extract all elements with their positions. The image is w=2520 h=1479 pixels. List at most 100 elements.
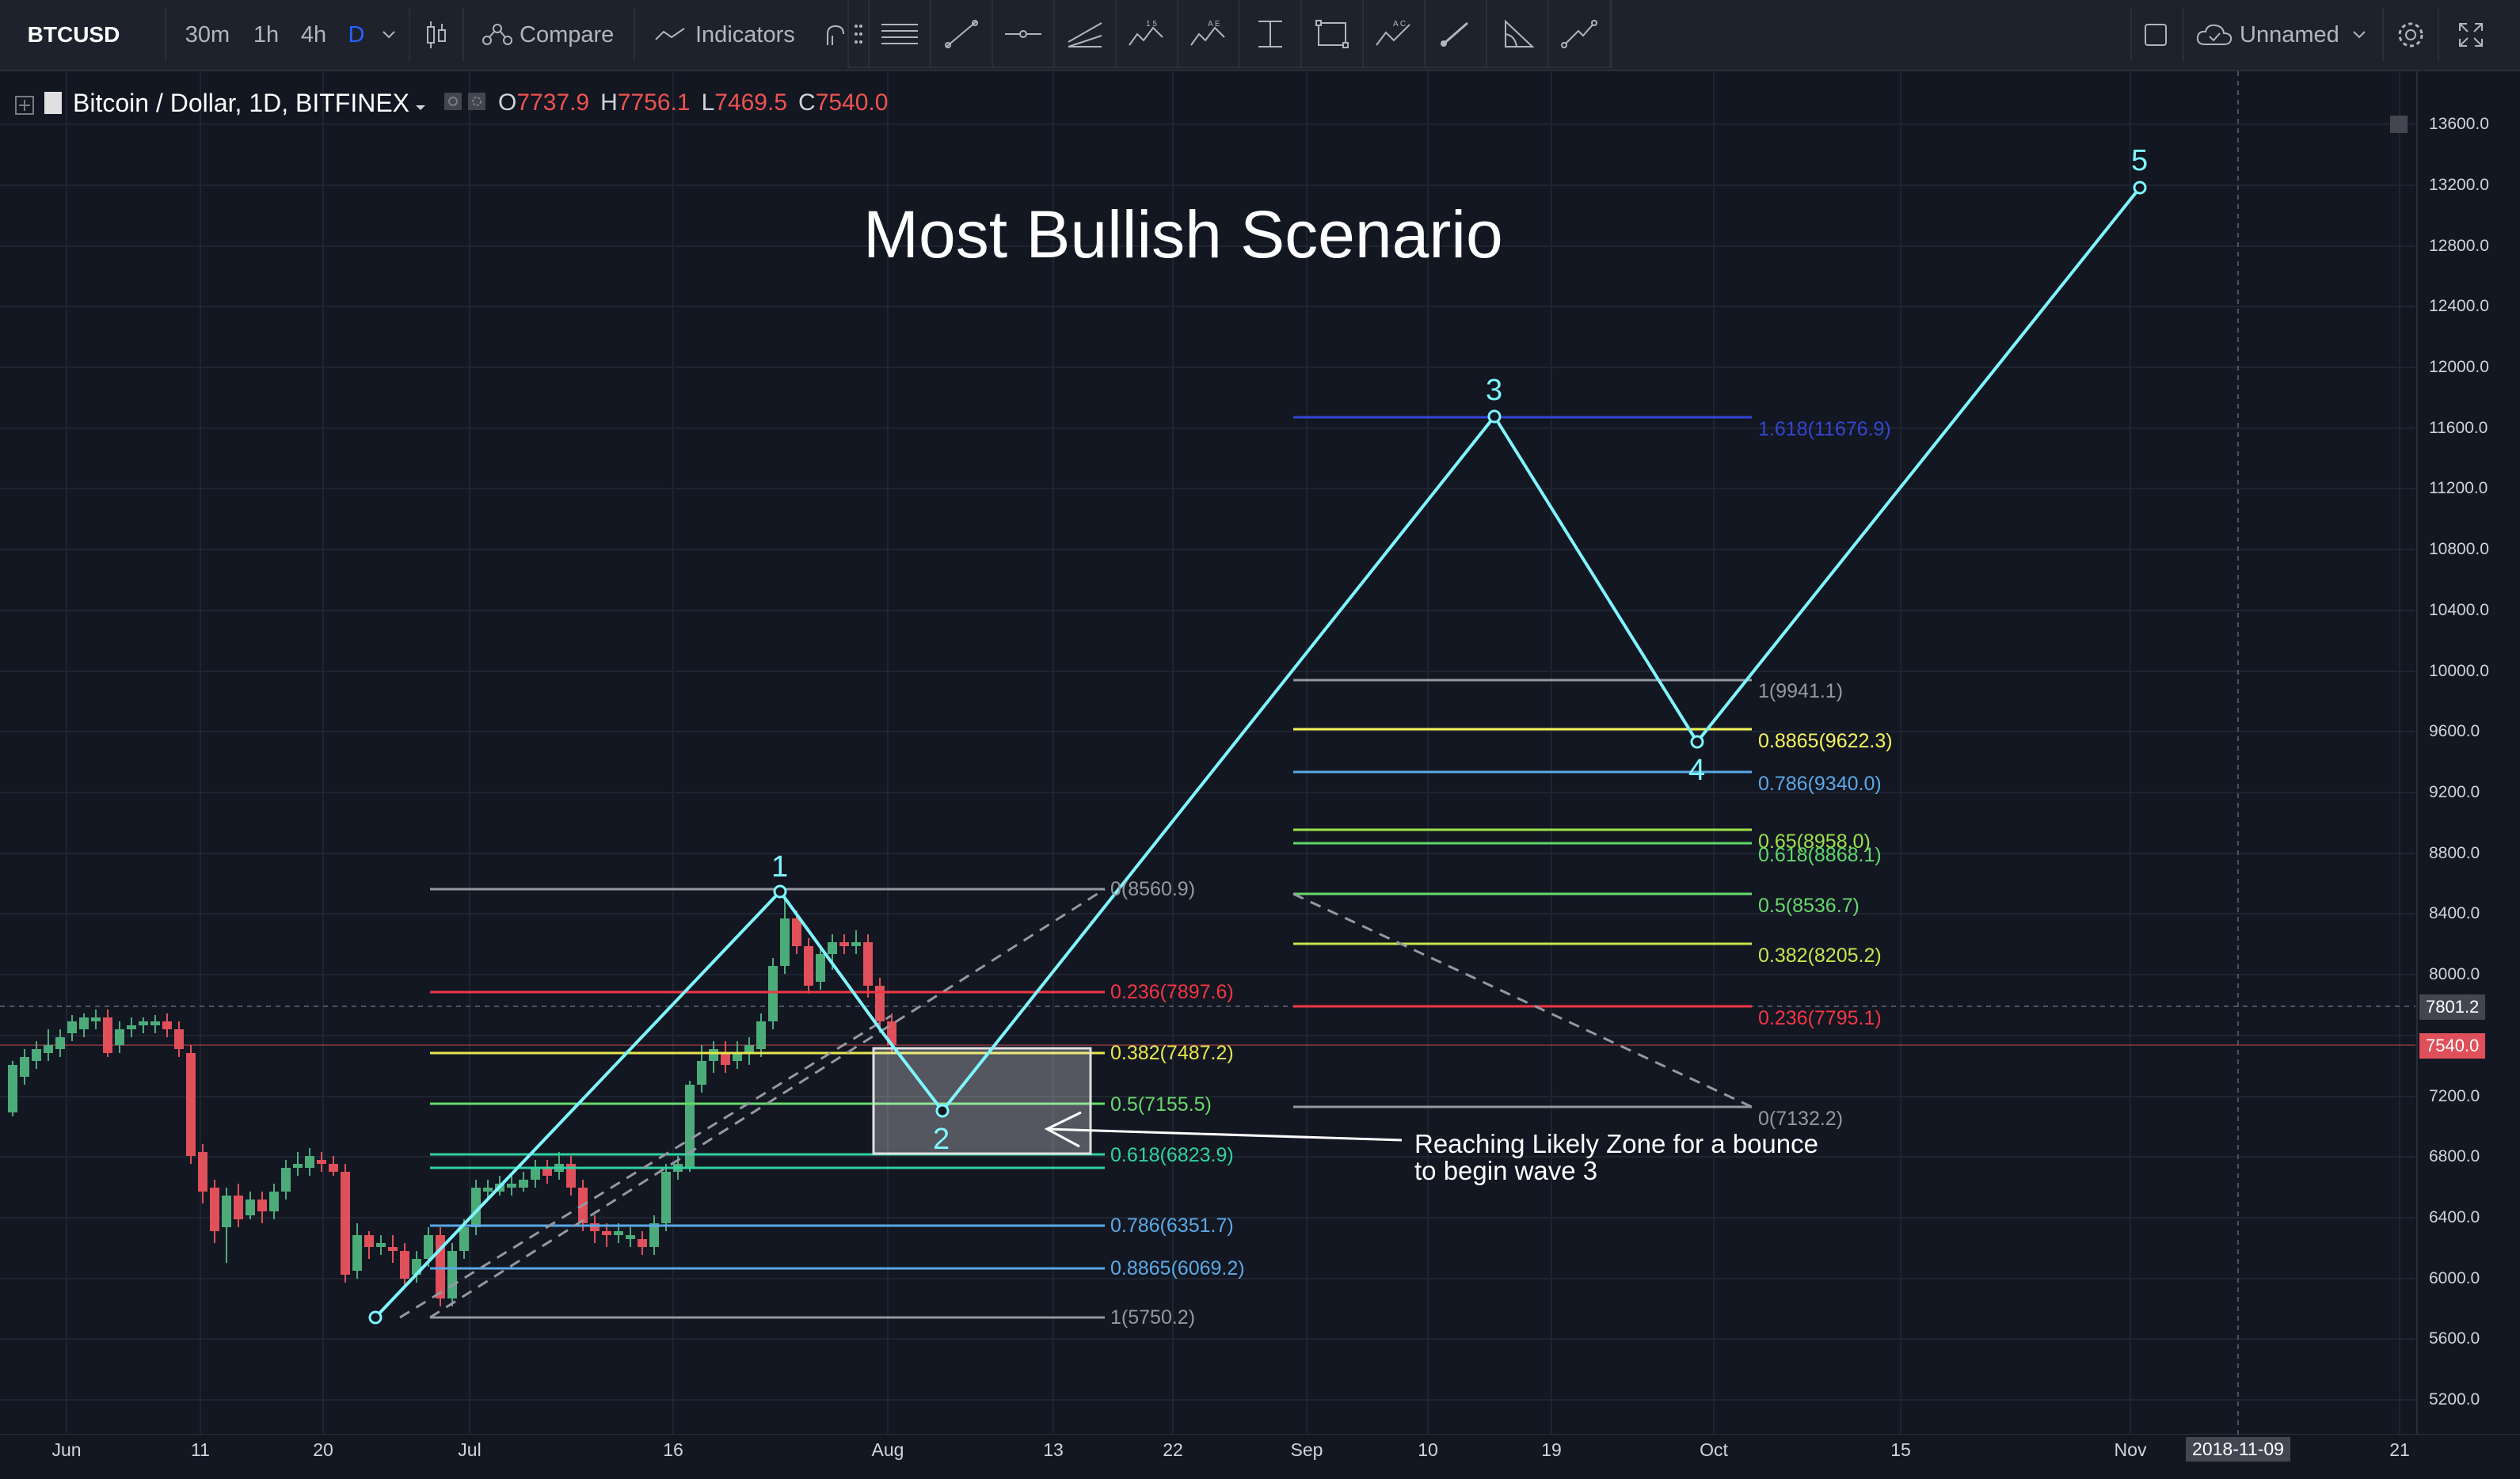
wave-ac-icon[interactable]: A C [1364, 0, 1426, 68]
price-axis-label: 10400.0 [2429, 601, 2489, 619]
price-axis-label: 13200.0 [2429, 176, 2489, 194]
trend-line-icon[interactable] [931, 0, 993, 68]
fib-label: 0.786(9340.0) [1758, 773, 1882, 795]
ohlc-high: H7756.1 [600, 89, 691, 116]
candle-body [210, 1188, 219, 1231]
candle-body [115, 1029, 124, 1045]
note-arrow [1046, 1127, 1403, 1142]
rectangle-icon[interactable] [1302, 0, 1364, 68]
price-axis-label: 10000.0 [2429, 662, 2489, 680]
drag-handle-icon[interactable] [849, 0, 870, 68]
indicators-button[interactable]: Indicators [695, 21, 795, 48]
divider [634, 8, 635, 62]
ohlc-close: C7540.0 [798, 89, 889, 116]
time-axis-label: Jul [458, 1439, 482, 1460]
symbol-search[interactable]: BTCUSD [27, 22, 120, 47]
price-axis-label: 7200.0 [2429, 1087, 2480, 1105]
candle-body [804, 946, 813, 986]
scale-lock-icon[interactable] [2390, 116, 2408, 133]
candle-body [614, 1231, 623, 1235]
chart-legend: Bitcoin / Dollar, 1D, BITFINEX O7737.9 H… [14, 86, 888, 120]
time-axis-label: 11 [191, 1439, 210, 1460]
fullscreen-icon[interactable] [2447, 0, 2495, 70]
compare-button[interactable]: Compare [520, 21, 615, 48]
time-axis-label: 21 [2389, 1439, 2410, 1460]
fib-label: 0.786(6351.7) [1110, 1215, 1234, 1237]
price-axis-label: 9200.0 [2429, 783, 2480, 801]
wave-15-icon[interactable]: 1 5 [1117, 0, 1178, 68]
indicators-icon[interactable] [649, 0, 691, 70]
price-chart[interactable] [0, 71, 2520, 1435]
horizontal-line-icon[interactable] [993, 0, 1055, 68]
interval-4h[interactable]: 4h [300, 21, 327, 48]
candle-body [246, 1200, 255, 1215]
candle-body [55, 1037, 65, 1049]
chevron-down-icon[interactable] [2346, 0, 2373, 70]
price-axis-label: 10800.0 [2429, 540, 2489, 558]
divider [2130, 8, 2132, 62]
interval-1h[interactable]: 1h [253, 21, 280, 48]
candle-body [400, 1251, 409, 1279]
brush-icon[interactable] [1426, 0, 1487, 68]
interval-30m[interactable]: 30m [185, 21, 230, 48]
expand-icon[interactable] [14, 93, 35, 115]
price-axis-label: 5200.0 [2429, 1390, 2480, 1409]
candle-body [768, 966, 778, 1021]
square-icon[interactable] [2135, 0, 2176, 70]
interval-d[interactable]: D [348, 21, 365, 48]
candle-body [67, 1021, 77, 1033]
divider [2183, 8, 2184, 62]
time-axis-label: 22 [1163, 1439, 1183, 1460]
triangle-icon[interactable] [1487, 0, 1549, 68]
drawing-toolbar: 1 5 A E A C [847, 0, 1612, 68]
candle-body [851, 942, 861, 946]
price-axis-label: 13600.0 [2429, 115, 2489, 133]
symbol-title[interactable]: Bitcoin / Dollar, 1D, BITFINEX [73, 88, 410, 117]
candles-icon[interactable] [418, 0, 455, 70]
visibility-icon[interactable] [443, 89, 463, 118]
candle-body [174, 1029, 184, 1049]
candle-body [816, 954, 825, 982]
ohlc-low: L7469.5 [701, 89, 788, 116]
price-axis-label: 6800.0 [2429, 1147, 2480, 1165]
time-axis-label: 13 [1043, 1439, 1064, 1460]
wave-pivots [368, 181, 2147, 1325]
horizontal-lines-icon[interactable] [870, 0, 931, 68]
candle-body [234, 1196, 243, 1219]
wave-label-3: 3 [1486, 374, 1503, 407]
cloud-icon[interactable] [2192, 0, 2236, 70]
pitchfork-icon[interactable] [1055, 0, 1117, 68]
chevron-down-icon[interactable] [375, 0, 402, 70]
ruler-icon[interactable] [1549, 0, 1611, 68]
compare-icon[interactable] [478, 0, 516, 70]
divider [2382, 8, 2384, 62]
candle-body [139, 1021, 148, 1025]
time-axis-label: 15 [1890, 1439, 1911, 1460]
candle-body [257, 1200, 267, 1211]
time-axis-label: 19 [1541, 1439, 1562, 1460]
candle-body [79, 1017, 89, 1029]
series-color-icon [44, 92, 62, 114]
caret-down-icon[interactable] [414, 89, 427, 118]
candle-body [150, 1021, 160, 1025]
candle-body [780, 918, 790, 966]
candle-body [483, 1188, 493, 1192]
wave-ae-icon[interactable]: A E [1178, 0, 1240, 68]
candlesticks [8, 892, 896, 1306]
price-range-icon[interactable] [1240, 0, 1302, 68]
fib-label: 0.8865(9622.3) [1758, 730, 1893, 752]
candle-body [364, 1235, 374, 1247]
settings-icon[interactable] [466, 89, 487, 118]
fib-label: 0.5(8536.7) [1758, 895, 1860, 917]
candle-body [649, 1223, 659, 1247]
price-axis-label: 12000.0 [2429, 358, 2489, 376]
candle-body [329, 1164, 338, 1172]
templates-icon[interactable] [824, 0, 847, 70]
time-axis-label: Jun [51, 1439, 82, 1460]
price-axis-label: 5600.0 [2429, 1329, 2480, 1348]
candle-body [352, 1235, 362, 1271]
price-axis-label: 9600.0 [2429, 722, 2480, 740]
gear-icon[interactable] [2389, 0, 2433, 70]
candle-body [317, 1160, 326, 1164]
layout-name[interactable]: Unnamed [2240, 21, 2339, 48]
